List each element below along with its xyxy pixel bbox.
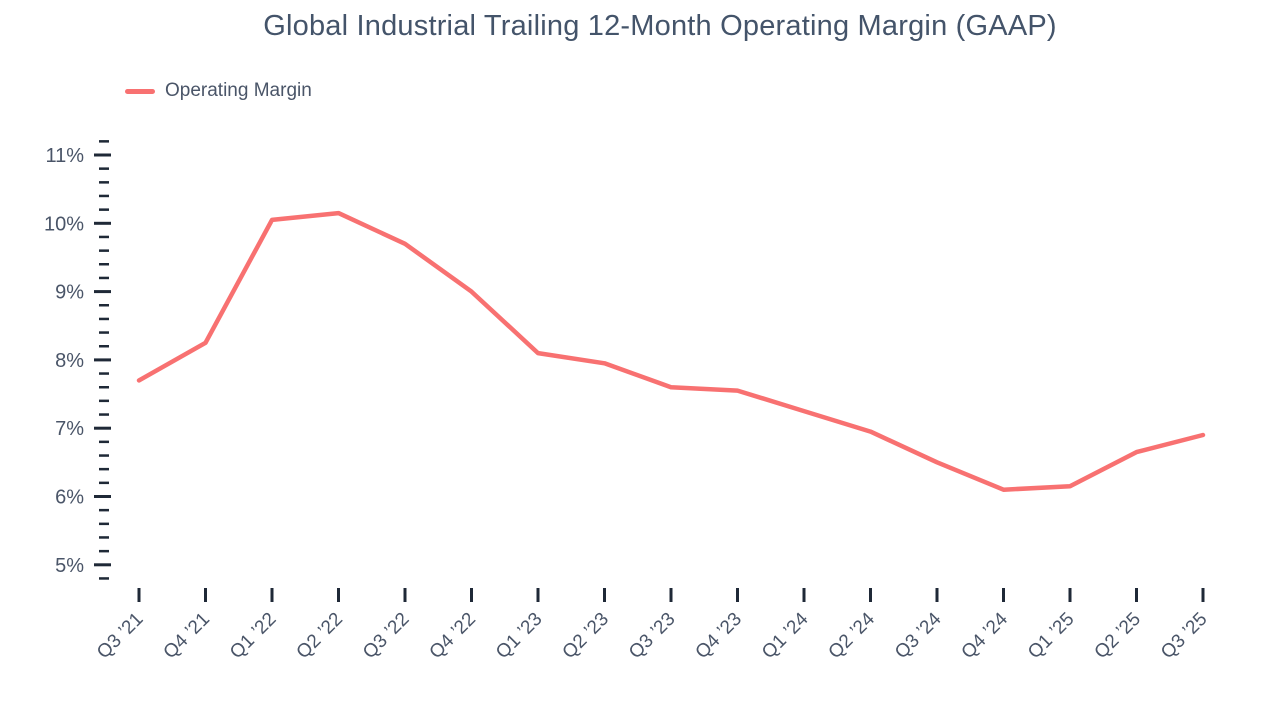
- y-axis-major-tick: [94, 563, 111, 567]
- y-axis-minor-tick: [99, 481, 109, 485]
- y-axis-minor-tick: [99, 577, 109, 580]
- x-axis-tick: [270, 588, 274, 602]
- x-axis-tick: [1002, 588, 1005, 602]
- x-axis-label: Q4 ’23: [692, 609, 746, 663]
- y-axis-label: 10%: [44, 213, 84, 235]
- x-axis-label: Q3 ’21: [93, 609, 147, 663]
- x-axis-label: Q1 ’25: [1024, 609, 1078, 663]
- y-axis-minor-tick: [99, 304, 109, 307]
- y-axis-minor-tick: [99, 467, 109, 471]
- x-axis-tick: [869, 588, 872, 602]
- y-axis-label: 7%: [55, 418, 84, 440]
- x-axis-label: Q4 ’22: [426, 609, 480, 663]
- y-axis-minor-tick: [99, 194, 109, 198]
- x-axis-tick: [736, 588, 739, 602]
- y-axis-minor-tick: [99, 386, 109, 389]
- y-axis-minor-tick: [99, 181, 109, 184]
- operating-margin-line: [136, 210, 1206, 492]
- x-axis-label: Q4 ’24: [958, 608, 1013, 663]
- y-axis-label: 9%: [55, 282, 84, 304]
- x-axis-label: Q3 ’23: [625, 609, 679, 663]
- y-axis-minor-tick: [99, 399, 109, 403]
- y-axis-minor-tick: [99, 440, 109, 444]
- y-axis-label: 8%: [55, 350, 84, 372]
- y-axis-minor-tick: [99, 345, 109, 348]
- y-axis-major-tick: [94, 221, 111, 225]
- y-axis-minor-tick: [99, 235, 109, 239]
- x-axis-label: Q2 ’23: [559, 609, 613, 663]
- legend: Operating Margin: [125, 80, 312, 102]
- y-axis-major-tick: [94, 153, 111, 157]
- x-axis-label: Q3 ’22: [359, 609, 413, 663]
- y-axis-minor-tick: [99, 331, 109, 334]
- y-axis-minor-tick: [99, 249, 109, 252]
- x-axis-tick: [1135, 588, 1138, 602]
- y-axis-minor-tick: [99, 549, 109, 553]
- legend-item-operating-margin[interactable]: Operating Margin: [125, 80, 312, 102]
- y-axis-label: 5%: [55, 555, 84, 577]
- legend-label: Operating Margin: [165, 80, 312, 101]
- x-axis-tick: [935, 588, 939, 602]
- x-axis-tick: [1201, 588, 1205, 602]
- x-axis-label: Q3 ’24: [891, 608, 946, 663]
- y-axis-minor-tick: [99, 263, 109, 266]
- y-axis-minor-tick: [99, 208, 109, 211]
- x-axis-tick: [204, 588, 207, 602]
- y-axis-minor-tick: [99, 372, 109, 375]
- y-axis-minor-tick: [99, 454, 109, 457]
- y-axis-label: 6%: [55, 487, 84, 509]
- y-axis-minor-tick: [99, 140, 109, 143]
- y-axis-major-tick: [94, 358, 111, 362]
- y-axis-minor-tick: [99, 276, 109, 280]
- y-axis-label: 11%: [45, 145, 84, 167]
- x-axis-label: Q2 ’22: [293, 609, 347, 663]
- x-axis-label: Q1 ’24: [758, 608, 813, 663]
- x-axis-tick: [802, 588, 806, 602]
- x-axis-tick: [403, 588, 407, 602]
- x-axis-tick: [470, 588, 473, 602]
- x-axis-label: Q3 ’25: [1157, 609, 1211, 663]
- y-axis-minor-tick: [99, 317, 109, 321]
- y-axis-minor-tick: [99, 536, 109, 539]
- x-axis-tick: [137, 588, 141, 602]
- y-axis-major-tick: [94, 426, 111, 430]
- y-axis-minor-tick: [99, 167, 109, 170]
- x-axis-label: Q1 ’23: [492, 609, 546, 663]
- x-axis-tick: [337, 588, 340, 602]
- y-axis-minor-tick: [99, 413, 109, 416]
- x-axis-label: Q1 ’22: [226, 609, 280, 663]
- y-axis-minor-tick: [99, 508, 109, 512]
- y-axis-major-tick: [94, 290, 111, 294]
- x-axis-label: Q2 ’25: [1091, 609, 1145, 663]
- x-axis-label: Q4 ’21: [160, 609, 214, 663]
- x-axis-tick: [536, 588, 540, 602]
- x-axis-tick: [669, 588, 673, 602]
- x-axis-label: Q2 ’24: [825, 608, 880, 663]
- y-axis-minor-tick: [99, 522, 109, 526]
- x-axis-tick: [1068, 588, 1072, 602]
- y-axis-major-tick: [94, 495, 111, 498]
- chart-title: Global Industrial Trailing 12-Month Oper…: [263, 10, 1057, 42]
- x-axis-tick: [603, 588, 606, 602]
- legend-swatch-line: [125, 88, 155, 94]
